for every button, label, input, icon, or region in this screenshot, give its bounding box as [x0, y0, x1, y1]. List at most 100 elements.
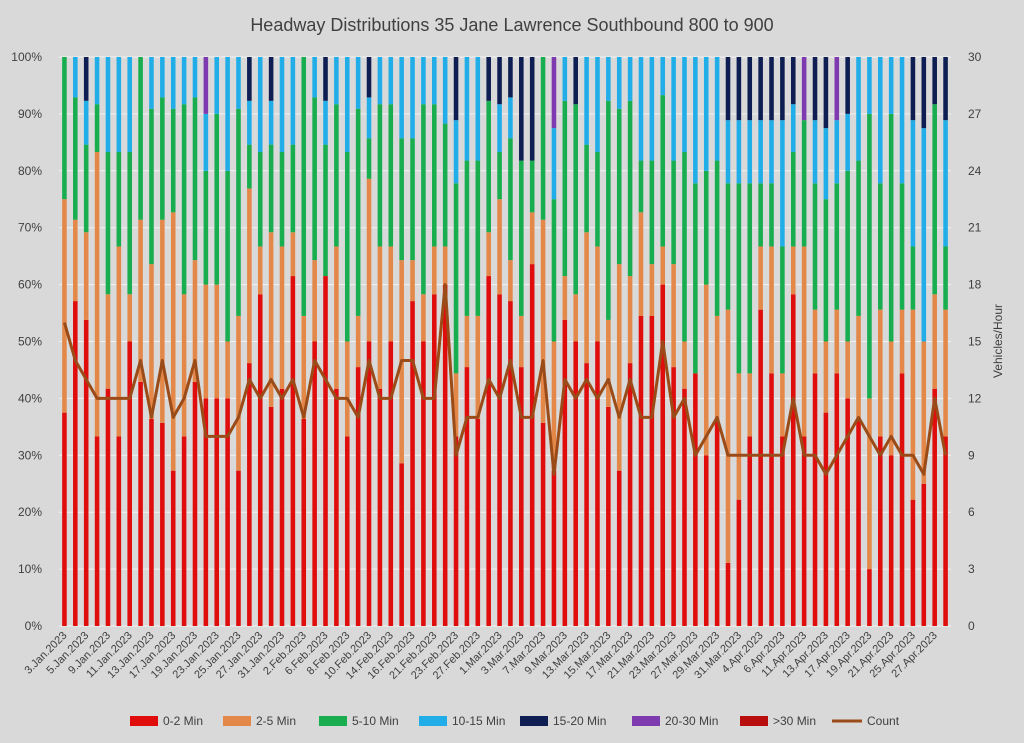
bar-segment [943, 246, 948, 310]
bar-segment [519, 315, 524, 368]
bar-segment [181, 57, 187, 105]
bar-segment [769, 120, 774, 184]
bar-segment [497, 57, 502, 105]
bar-segment [693, 183, 698, 374]
bar-segment [790, 152, 796, 247]
bar-segment [649, 264, 655, 316]
bar-segment [312, 97, 317, 261]
bar-segment [421, 104, 426, 295]
y-tick-label: 10% [18, 562, 42, 576]
bar-segment [529, 160, 535, 213]
bar-segment [932, 57, 937, 105]
bar-segment [801, 246, 807, 437]
bar-segment [160, 97, 165, 220]
bar-segment [149, 108, 154, 265]
bar-segment [845, 113, 850, 171]
bar-segment [301, 418, 307, 626]
bar-segment [442, 57, 448, 124]
bar-segment [638, 160, 644, 213]
bar-segment [910, 246, 916, 310]
bar-segment [867, 113, 872, 399]
bar-segment [888, 113, 894, 342]
legend-swatch [632, 716, 660, 726]
bar-segment [725, 562, 731, 626]
bar-segment [758, 183, 763, 247]
bar-segment [149, 418, 154, 626]
legend-label: 10-15 Min [452, 714, 505, 728]
y-tick-label: 40% [18, 391, 42, 405]
bar-segment [714, 418, 720, 626]
bar-segment [127, 57, 132, 153]
bar-segment [758, 246, 763, 310]
y2-tick-label: 21 [968, 221, 982, 235]
y-tick-label: 20% [18, 505, 42, 519]
bar-segment [867, 569, 872, 626]
bar-segment [279, 246, 285, 389]
bar-segment [432, 104, 437, 247]
bar-segment [453, 120, 459, 184]
y-tick-label: 100% [11, 50, 42, 64]
bar-segment [943, 120, 948, 247]
bar-segment [290, 144, 296, 233]
bar-segment [888, 57, 894, 114]
bar-segment [105, 388, 111, 626]
bar-segment [475, 57, 481, 161]
bar-segment [671, 367, 676, 626]
y-tick-label: 90% [18, 107, 42, 121]
bar-segment [758, 57, 763, 121]
bar-segment [747, 183, 753, 374]
bar-segment [377, 246, 383, 389]
legend-label: 2-5 Min [256, 714, 296, 728]
bar-segment [203, 284, 209, 399]
bar-segment [595, 246, 600, 342]
bar-segment [486, 57, 491, 101]
bar-segment [899, 373, 905, 626]
bar-segment [377, 57, 383, 105]
bar-segment [247, 100, 252, 145]
bar-segment [83, 144, 89, 233]
bar-segment [562, 100, 568, 277]
bar-segment [268, 57, 274, 101]
bar-segment [812, 120, 818, 184]
y-tick-label: 80% [18, 164, 42, 178]
bar-segment [225, 170, 230, 342]
bar-segment [323, 100, 328, 145]
legend-label: 15-20 Min [553, 714, 606, 728]
bar-segment [377, 104, 383, 247]
bar-segment [366, 341, 372, 626]
bar-segment [203, 57, 209, 114]
bar-segment [344, 341, 350, 437]
y2-tick-label: 27 [968, 107, 982, 121]
bar-segment [627, 363, 633, 626]
bar-segment [758, 309, 763, 626]
bar-segment [312, 341, 317, 626]
bar-segment [834, 183, 840, 310]
bar-segment [410, 138, 415, 261]
bar-segment [388, 57, 394, 105]
bar-segment [845, 57, 850, 114]
y-tick-label: 50% [18, 335, 42, 349]
bar-segment [116, 436, 122, 626]
bar-segment [323, 276, 328, 626]
bar-segment [714, 57, 720, 161]
bar-segment [747, 436, 753, 626]
bar-segment [160, 219, 165, 423]
bar-segment [790, 57, 796, 105]
bar-segment [703, 57, 709, 171]
bar-segment [823, 341, 829, 413]
bar-segment [780, 57, 785, 121]
bar-segment [606, 406, 611, 626]
bar-segment [627, 276, 633, 364]
bar-segment [138, 219, 143, 382]
bar-segment [682, 388, 687, 626]
bar-segment [181, 104, 187, 295]
legend: 0-2 Min 2-5 Min 5-10 Min 10-15 Min 15-20 Min… [130, 714, 900, 728]
bar-segment [932, 388, 937, 626]
legend-swatch [520, 716, 548, 726]
bar-segment [812, 309, 818, 374]
y2-tick-label: 24 [968, 164, 982, 178]
bar-segment [464, 367, 470, 626]
legend-label: Count [867, 714, 900, 728]
bar-segment [105, 152, 111, 295]
